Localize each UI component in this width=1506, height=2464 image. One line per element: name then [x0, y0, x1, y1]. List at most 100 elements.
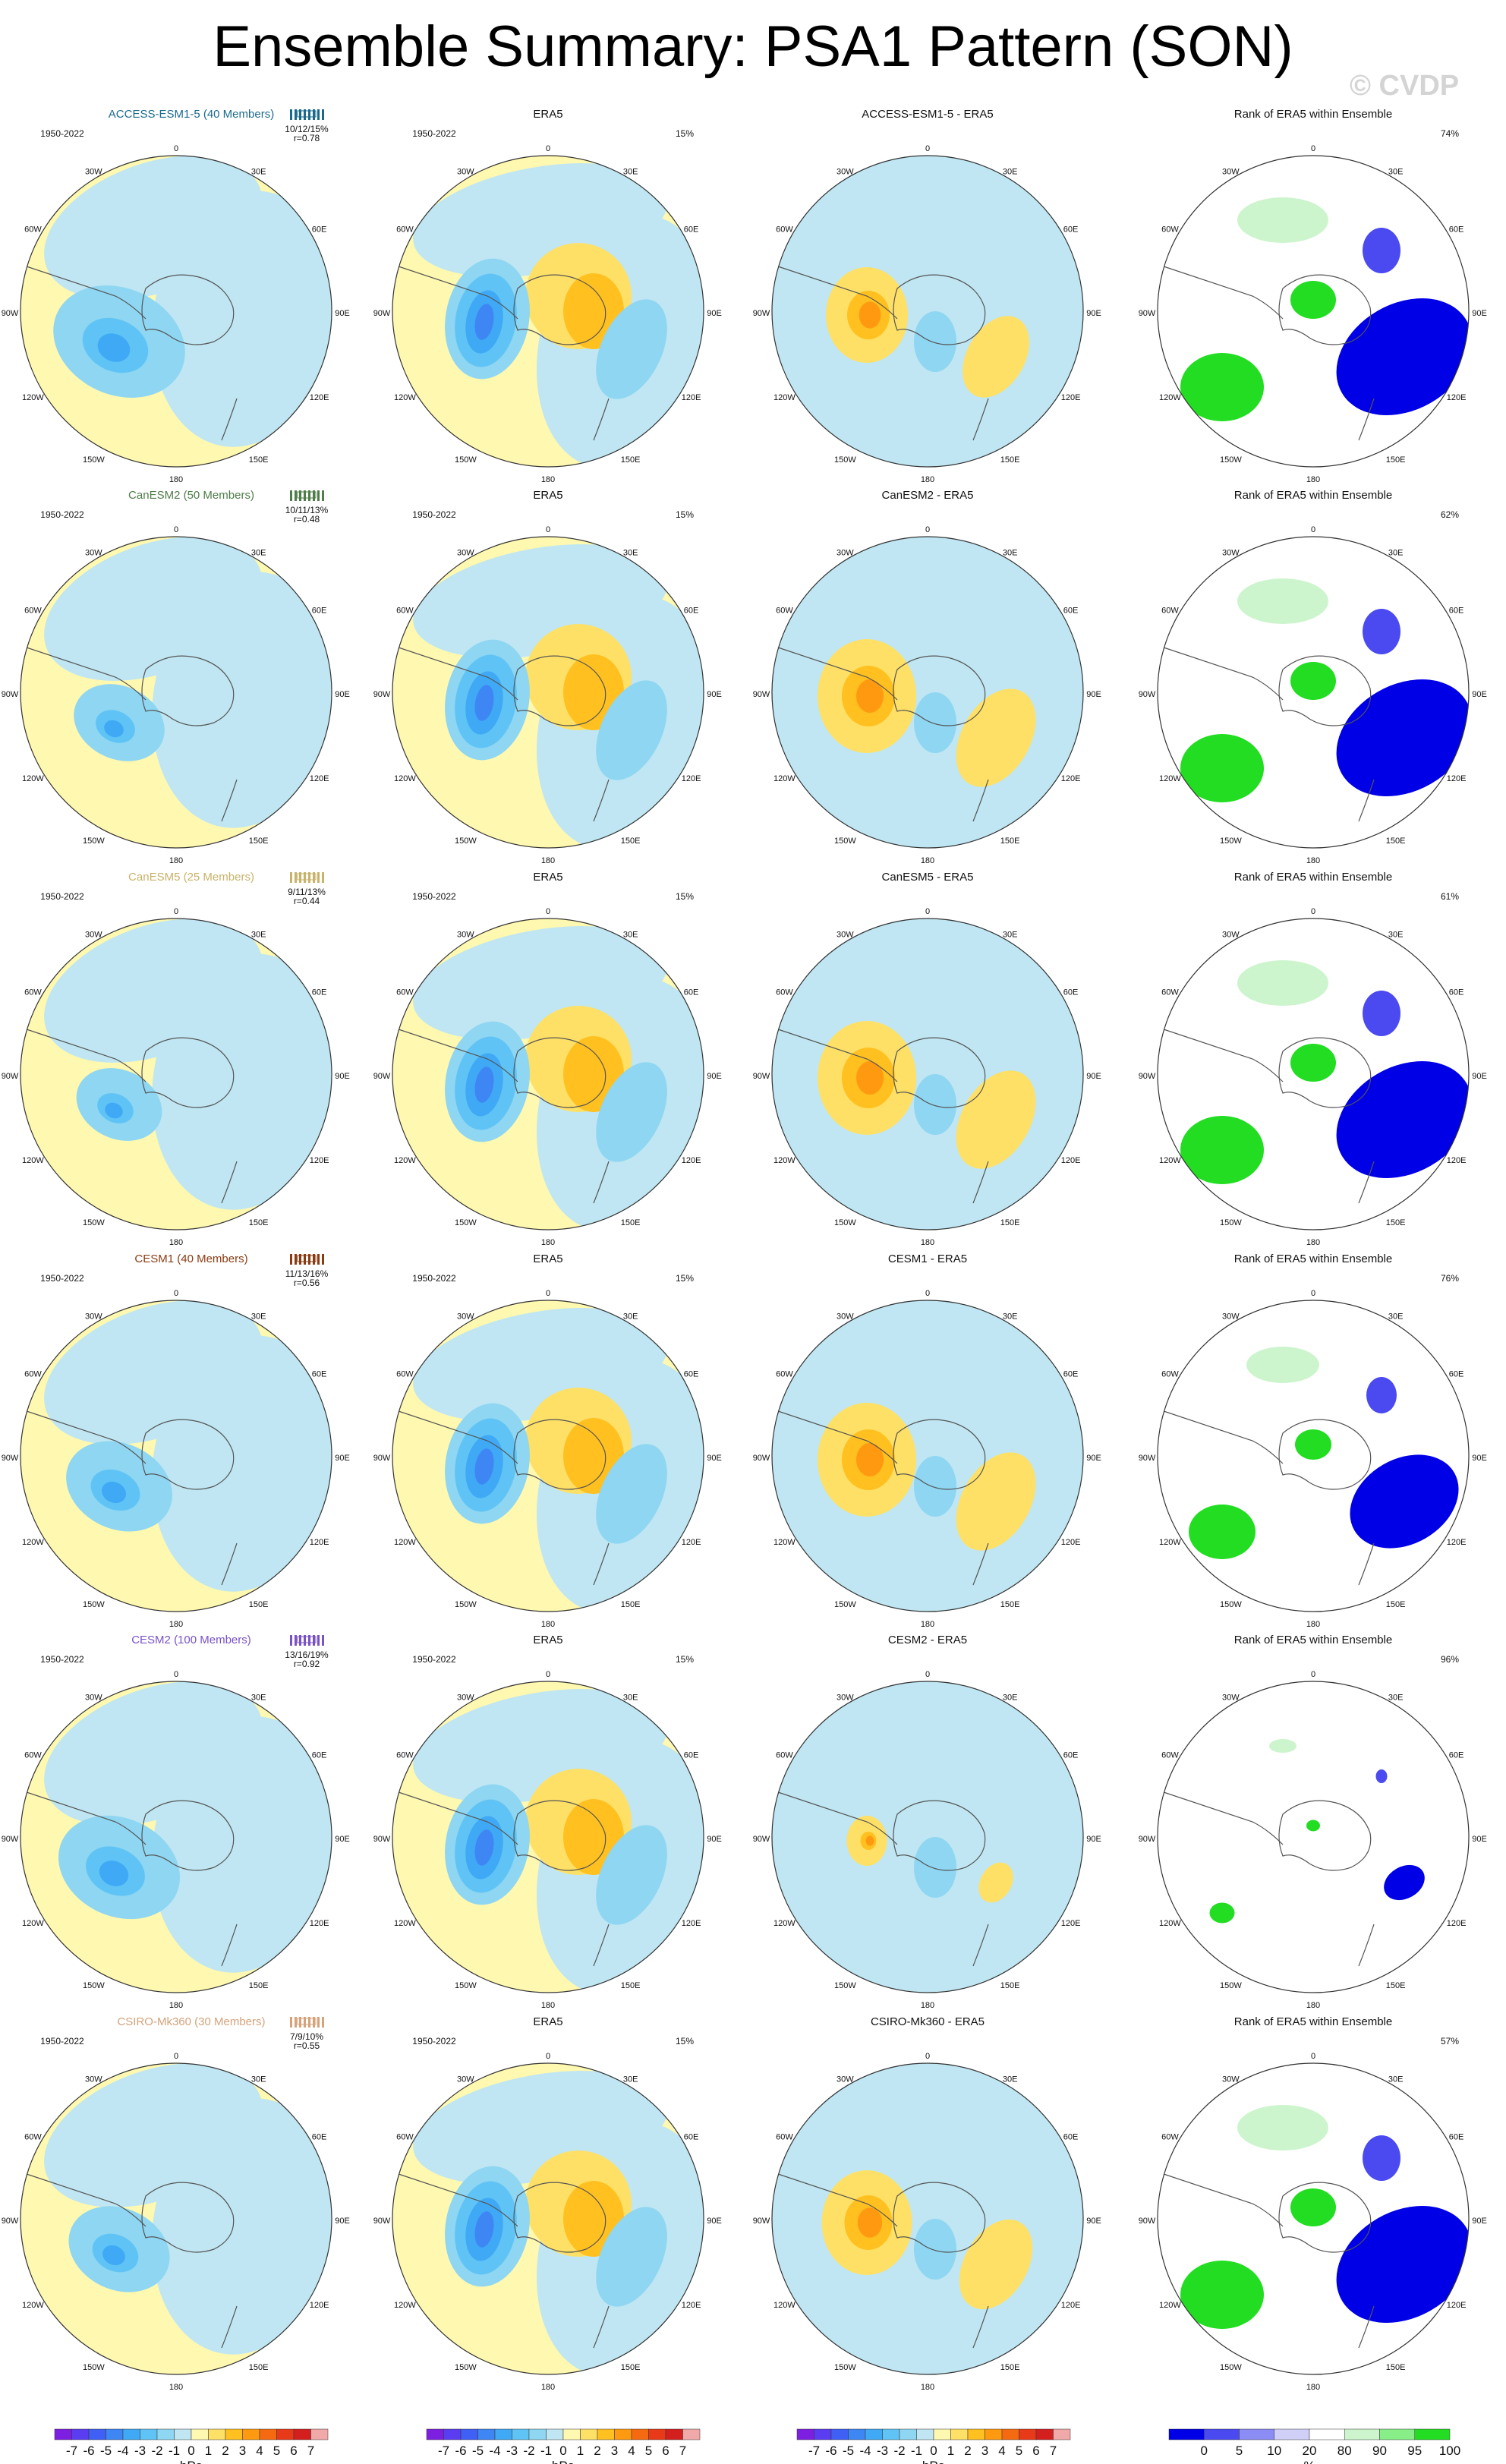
pattern-correlation: r=0.92	[294, 1659, 320, 1669]
colorbar-swatch	[426, 2428, 444, 2440]
longitude-label: 90W	[373, 1835, 391, 1844]
longitude-label: 30E	[1003, 931, 1018, 940]
colorbar-tick: -3	[506, 2444, 518, 2458]
map-boundary	[20, 155, 332, 468]
longitude-label: 90W	[753, 1835, 770, 1844]
south-america-coastline	[775, 646, 898, 701]
longitude-label: 150E	[249, 1218, 269, 1227]
longitude-label: 90E	[1086, 1835, 1101, 1844]
member-spread-box	[290, 109, 324, 120]
colorbar-swatch	[665, 2428, 683, 2440]
longitude-label: 90E	[707, 690, 722, 699]
south-america-coastline	[1161, 1791, 1284, 1845]
colorbar-tick: -3	[134, 2444, 146, 2458]
longitude-label: 120E	[1447, 1156, 1467, 1165]
antarctica-coastline	[1278, 1419, 1372, 1490]
longitude-label: 120W	[22, 1919, 44, 1928]
longitude-label: 0	[546, 907, 550, 916]
map-background	[1158, 1681, 1469, 1993]
longitude-label: 180	[541, 1620, 555, 1629]
longitude-label: 60W	[24, 2132, 42, 2141]
colorbar-swatch	[88, 2428, 106, 2440]
contour-region	[596, 1825, 667, 1925]
longitude-label: 90W	[753, 690, 770, 699]
longitude-label: 30W	[1222, 1312, 1240, 1322]
south-america-coastline	[395, 1028, 518, 1082]
difference-title: CanESM2 - ERA5	[882, 489, 974, 502]
colorbar-tick: 5	[273, 2444, 280, 2458]
model-title: CSIRO-Mk360 (30 Members)	[117, 2015, 265, 2028]
colorbar-tick: 0	[930, 2444, 937, 2458]
longitude-label: 150E	[1386, 1981, 1406, 1990]
colorbar-tick: -6	[455, 2444, 466, 2458]
colorbar-tick: -6	[825, 2444, 836, 2458]
longitude-label: 150E	[1000, 455, 1020, 465]
contour-region	[1290, 1044, 1336, 1082]
longitude-label: 60W	[24, 606, 42, 615]
longitude-label: 90E	[335, 1072, 350, 1081]
longitude-label: 150W	[83, 837, 105, 846]
longitude-label: 150E	[621, 455, 641, 465]
longitude-label: 0	[174, 1670, 178, 1679]
longitude-label: 90W	[2, 1072, 19, 1081]
colorbar-swatch	[443, 2428, 462, 2440]
colorbar-swatch	[259, 2428, 277, 2440]
member-spread-box	[290, 1254, 324, 1265]
longitude-label: 120E	[1061, 393, 1081, 402]
contour-region	[1375, 1769, 1388, 1783]
longitude-label: 120W	[1159, 1919, 1181, 1928]
rank-map-map: 0 30E 60E 90E 120E 150E 180 150W 120W 90W 60W 30W Ra…	[1139, 2015, 1487, 2392]
colorbar-swatch	[682, 2428, 701, 2440]
colorbar-swatch	[494, 2428, 512, 2440]
rank-map-map: 0 30E 60E 90E 120E 150E 180 150W 120W 90W 60W 30W Ra…	[1139, 1634, 1487, 2010]
pattern-correlation: r=0.78	[294, 133, 320, 143]
colorbar-tick: 6	[1032, 2444, 1039, 2458]
longitude-label: 30E	[1388, 168, 1404, 177]
pattern-stats: 11/13/16%	[285, 1268, 329, 1279]
colorbar-swatch	[580, 2428, 598, 2440]
longitude-label: 0	[546, 1670, 550, 1679]
antarctica-coastline	[893, 2182, 986, 2253]
contour-fills	[413, 926, 704, 1230]
longitude-label: 30E	[1388, 2075, 1404, 2084]
longitude-label: 0	[174, 1289, 178, 1298]
colorbar-tick: -5	[100, 2444, 112, 2458]
longitude-label: 60E	[312, 606, 327, 615]
colorbar-tick: -2	[523, 2444, 534, 2458]
longitude-label: 30E	[623, 549, 638, 558]
contour-region	[963, 316, 1029, 398]
longitude-label: 30W	[836, 168, 854, 177]
longitude-label: 90E	[1472, 2217, 1487, 2226]
south-america-coastline	[1161, 1028, 1284, 1082]
colorbar-tick: 5	[1016, 2444, 1022, 2458]
south-america-coastline	[24, 1410, 147, 1464]
longitude-label: 150W	[455, 1218, 477, 1227]
model-title: ACCESS-ESM1-5 (40 Members)	[109, 108, 274, 121]
rank-map-map: 0 30E 60E 90E 120E 150E 180 150W 120W 90W 60W 30W Ra…	[1139, 871, 1487, 1247]
australia-nz-coastline	[1358, 1542, 1375, 1586]
rank-pct: 74%	[1441, 128, 1459, 139]
longitude-label: 30E	[1388, 549, 1404, 558]
longitude-label: 0	[546, 1289, 550, 1298]
longitude-label: 150W	[834, 1218, 856, 1227]
longitude-label: 150E	[249, 1600, 269, 1609]
contour-fills	[44, 537, 332, 828]
longitude-label: 90W	[373, 2217, 391, 2226]
longitude-label: 180	[921, 1620, 934, 1629]
map-boundary	[20, 918, 332, 1230]
longitude-label: 30E	[623, 2075, 638, 2084]
colorbar-swatch	[967, 2428, 985, 2440]
antarctica-coastline	[1278, 2182, 1372, 2253]
longitude-label: 90W	[2, 690, 19, 699]
australia-nz-coastline	[1358, 398, 1375, 441]
longitude-label: 30W	[85, 931, 102, 940]
map-boundary	[20, 1681, 332, 1993]
colorbar-unit: %	[1303, 2459, 1315, 2464]
antarctica-coastline	[141, 274, 235, 345]
longitude-label: 0	[546, 144, 550, 153]
antarctica-coastline	[513, 1037, 606, 1108]
period-label: 1950-2022	[412, 2036, 456, 2047]
contour-region	[152, 572, 332, 828]
map-boundary	[392, 1681, 704, 1993]
